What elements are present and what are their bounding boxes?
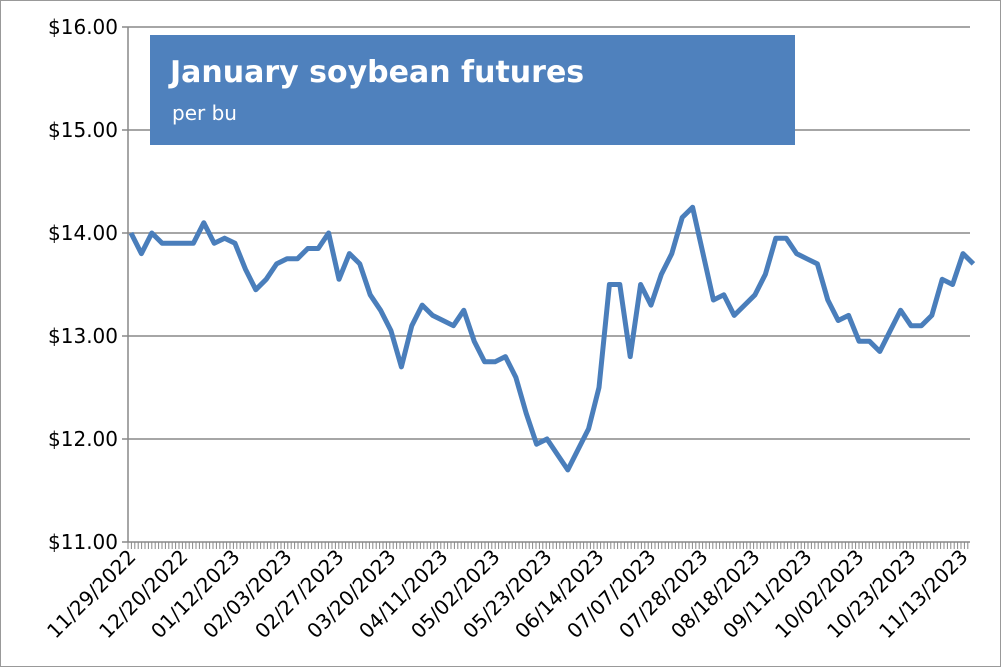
y-tick-label: $12.00 bbox=[48, 427, 118, 451]
y-tick-label: $11.00 bbox=[48, 530, 118, 554]
chart-subtitle: per bu bbox=[172, 101, 237, 125]
title-box bbox=[150, 35, 795, 145]
y-tick-label: $16.00 bbox=[48, 15, 118, 39]
chart-title: January soybean futures bbox=[168, 55, 584, 90]
y-tick-label: $13.00 bbox=[48, 324, 118, 348]
data-line bbox=[128, 204, 976, 473]
y-tick-label: $15.00 bbox=[48, 118, 118, 142]
y-tick-label: $14.00 bbox=[48, 221, 118, 245]
